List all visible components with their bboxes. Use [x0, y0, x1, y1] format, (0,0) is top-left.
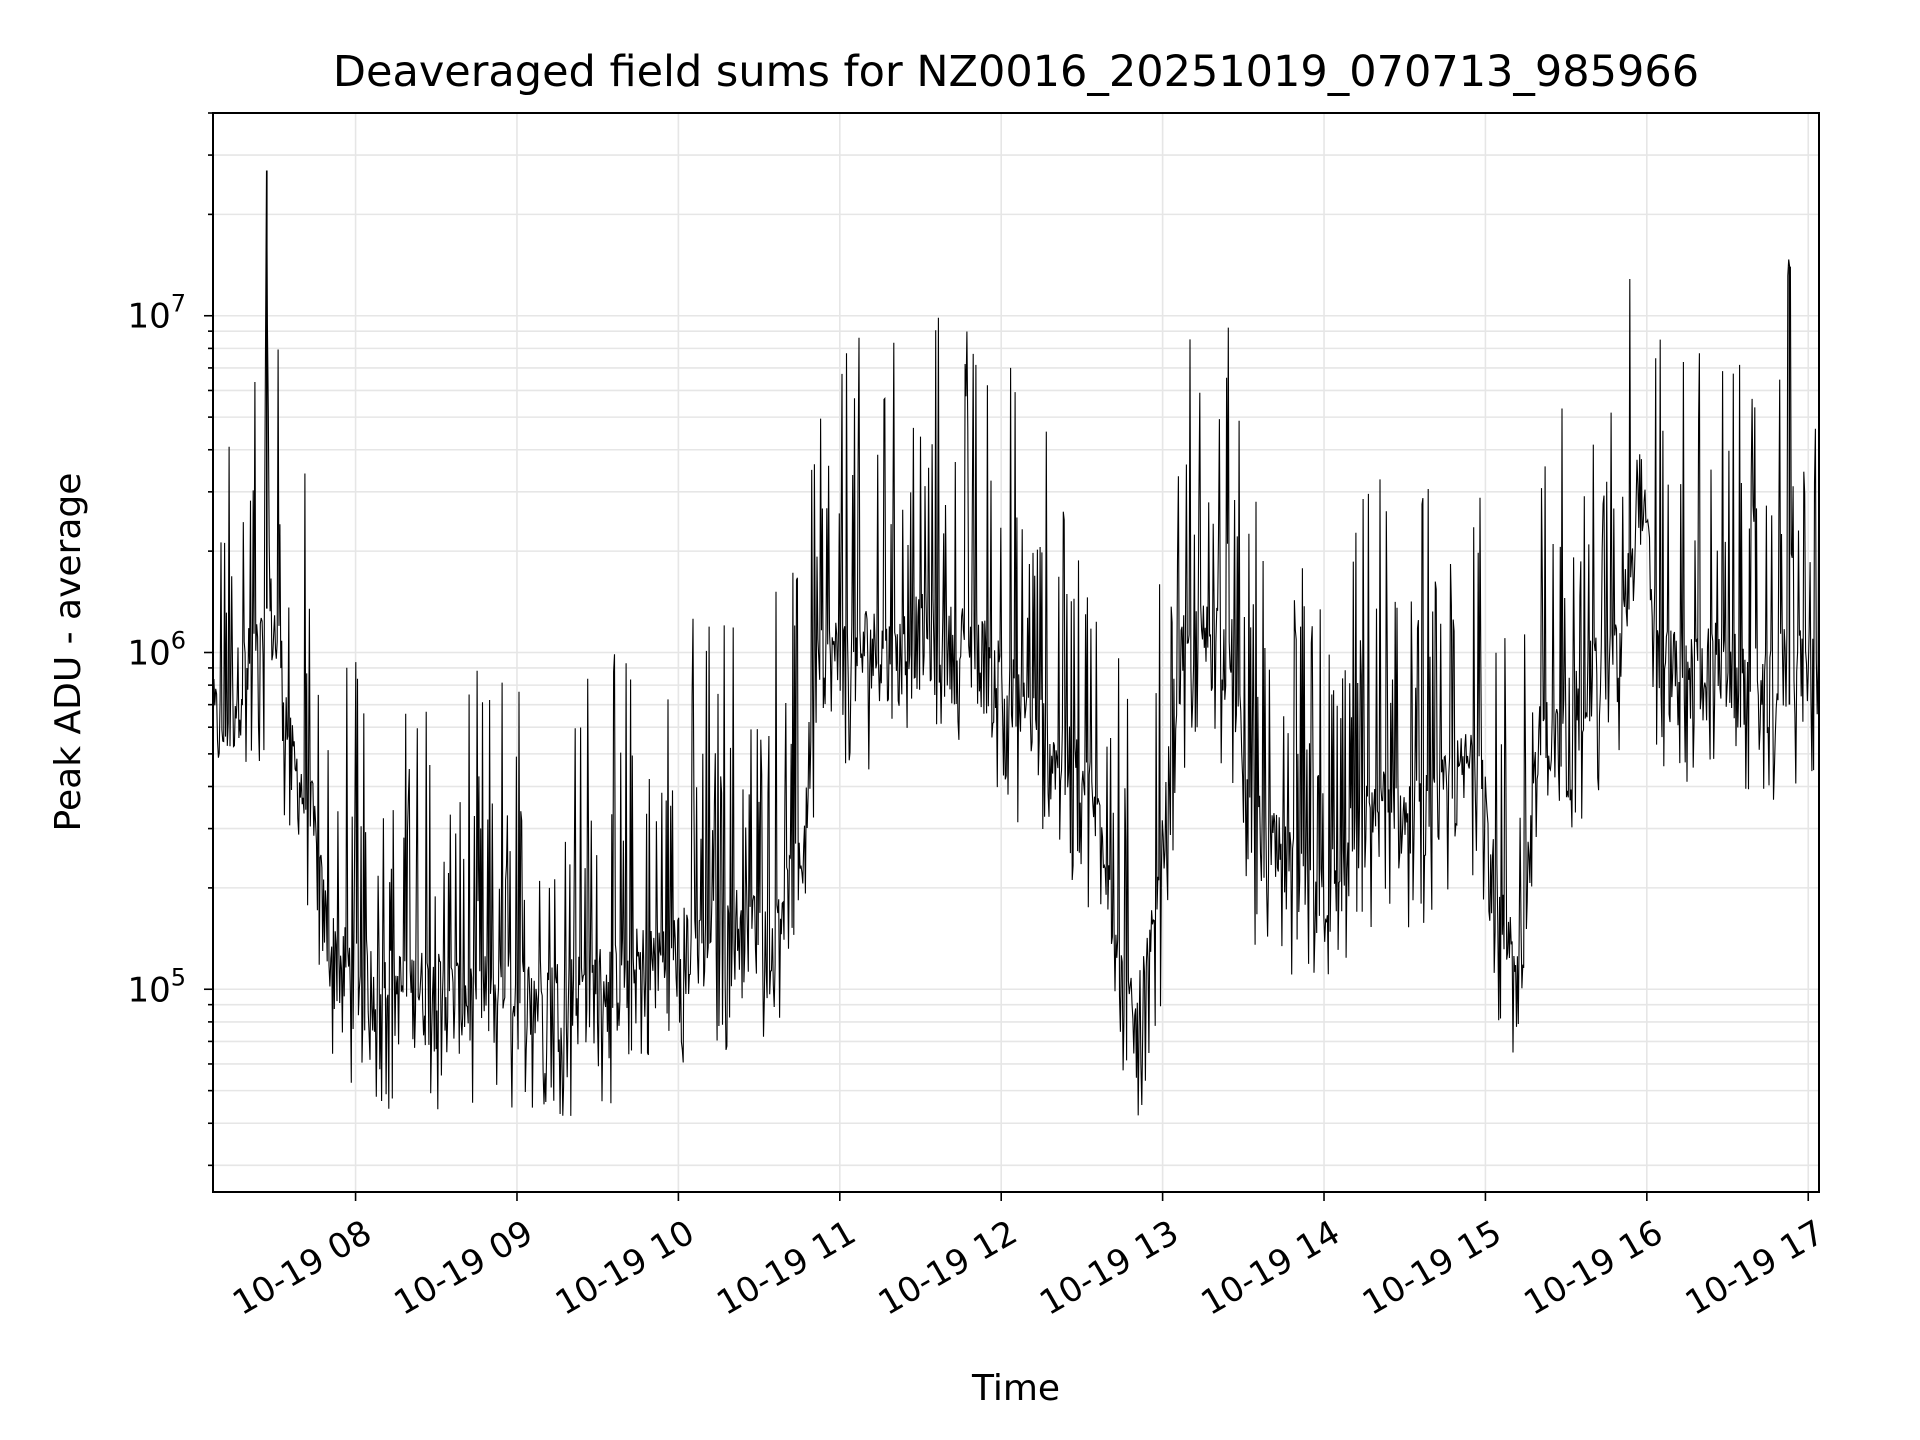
series-line: [212, 170, 1820, 1116]
x-tick-label: 10-19 09: [387, 1213, 539, 1324]
x-tick-label: 10-19 17: [1679, 1213, 1831, 1324]
x-tick-label: 10-19 15: [1356, 1213, 1508, 1324]
x-tick-label: 10-19 08: [226, 1213, 378, 1324]
x-tick-label: 10-19 12: [872, 1213, 1024, 1324]
x-tick-label: 10-19 13: [1033, 1213, 1185, 1324]
x-tick-label: 10-19 10: [549, 1213, 701, 1324]
y-tick-label: 105: [127, 963, 186, 1010]
x-tick-label: 10-19 11: [710, 1213, 862, 1324]
x-tick-label: 10-19 14: [1195, 1213, 1347, 1324]
y-tick-label: 106: [127, 627, 186, 674]
y-tick-label: 107: [127, 290, 186, 337]
x-tick-label: 10-19 16: [1517, 1213, 1669, 1324]
line-layer: [212, 170, 1820, 1116]
y-axis-label: Peak ADU - average: [48, 473, 89, 832]
chart-title: Deaveraged field sums for NZ0016_2025101…: [333, 47, 1699, 97]
x-axis-label: Time: [971, 1368, 1060, 1409]
